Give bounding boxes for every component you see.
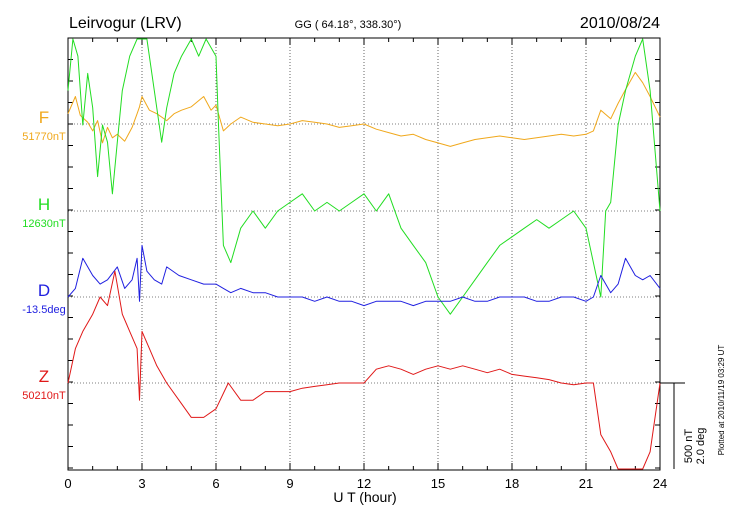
series-name-h: H (38, 195, 50, 214)
x-tick-label: 12 (357, 476, 371, 491)
plot-timestamp: Plotted at 2010/11/19 03:29 UT (717, 345, 726, 456)
series-baseline-f: 51770nT (22, 131, 66, 143)
series-line-z (67, 270, 661, 470)
x-tick-label: 3 (138, 476, 145, 491)
scale-bar-deg-label: 2.0 deg (695, 428, 707, 465)
station-coordinates: GG ( 64.18°, 338.30°) (295, 19, 402, 31)
series-baseline-h: 12630nT (22, 218, 66, 230)
series-line-f (67, 71, 661, 147)
scale-bar: 500 nT 2.0 deg (660, 382, 707, 469)
series-traces (67, 38, 661, 470)
x-tick-labels: 0 3 6 9 12 15 18 21 24 (64, 476, 667, 491)
series-labels: F 51770nT H 12630nT D -13.5deg Z 50210nT (22, 108, 66, 402)
x-tick-label: 24 (653, 476, 667, 491)
date-label: 2010/08/24 (580, 15, 660, 32)
series-line-h (67, 38, 661, 315)
series-name-f: F (39, 108, 49, 127)
x-tick-label: 9 (286, 476, 293, 491)
scale-bar-nt-label: 500 nT (683, 429, 695, 464)
series-name-z: Z (39, 367, 49, 386)
x-tick-label: 21 (579, 476, 593, 491)
x-tick-label: 6 (212, 476, 219, 491)
x-tick-label: 0 (64, 476, 71, 491)
series-baseline-z: 50210nT (22, 390, 66, 402)
x-axis-label: U T (hour) (333, 489, 396, 505)
axis-ticks (67, 38, 661, 470)
series-name-d: D (38, 281, 50, 300)
series-line-d (67, 244, 661, 307)
grid-lines (68, 38, 660, 470)
station-title: Leirvogur (LRV) (69, 15, 182, 32)
x-tick-label: 15 (431, 476, 445, 491)
x-tick-label: 18 (505, 476, 519, 491)
series-baseline-d: -13.5deg (22, 304, 65, 316)
